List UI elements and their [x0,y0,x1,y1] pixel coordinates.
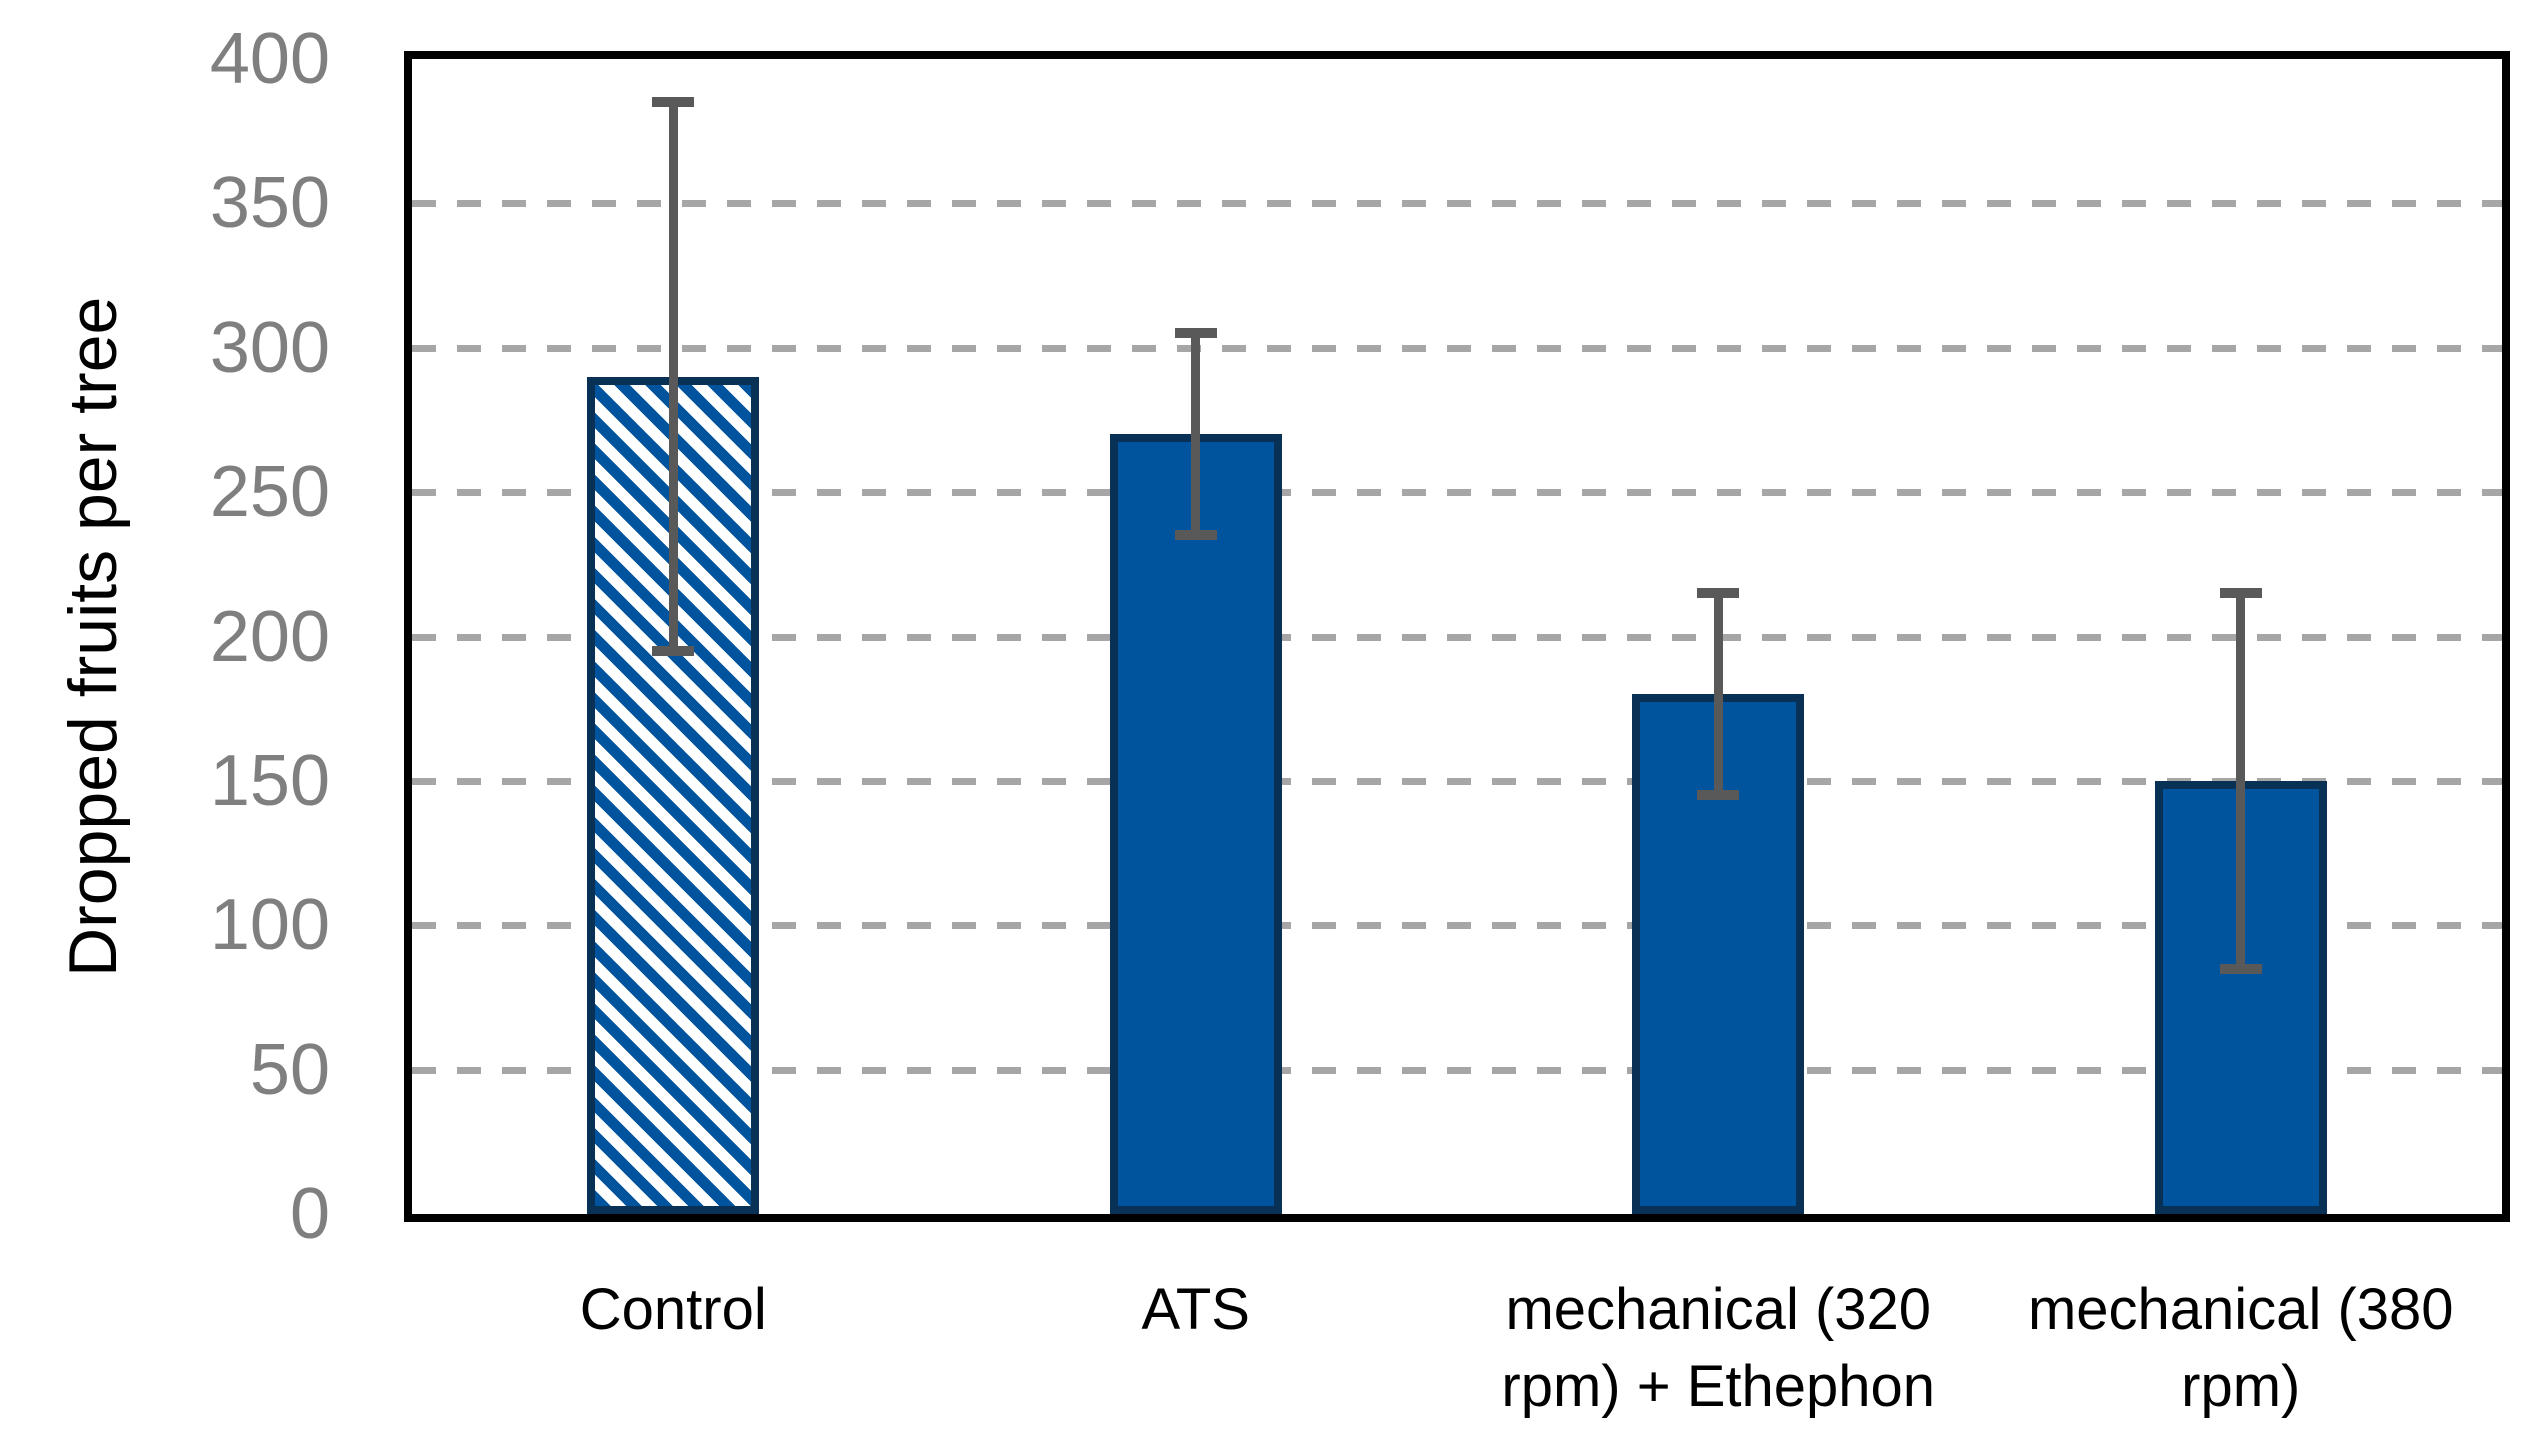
error-bar-cap [652,645,695,656]
y-tick-label-50: 50 [249,1029,330,1110]
plot-area [404,51,2510,1222]
error-bar [668,102,678,651]
y-tick-label-200: 200 [209,596,330,677]
bar-ats [1109,434,1282,1214]
error-bar-cap [1174,328,1217,339]
x-category-label-3: mechanical (320 rpm) + Ethephon [1501,1277,1936,1419]
y-tick-label-350: 350 [209,163,330,244]
gridline-50 [412,1066,2502,1074]
gridline-150 [412,777,2502,785]
error-bar [1713,593,1723,796]
x-category-label-1: Control [579,1277,767,1342]
bar-control [587,376,760,1214]
error-bar [2236,593,2246,969]
error-bar-cap [1174,530,1217,541]
gridline-350 [412,200,2502,208]
error-bar-cap [2219,963,2262,974]
bar-mechanical-320-rpm-ethephon [1632,694,1805,1214]
x-category-label-4: mechanical (380 rpm) [2027,1277,2454,1419]
gridline-200 [412,633,2502,641]
error-bar [1191,333,1201,536]
y-tick-label-300: 300 [209,307,330,388]
x-category-label-2: ATS [1141,1277,1251,1342]
gridline-250 [412,489,2502,497]
error-bar-cap [1697,790,1740,801]
error-bar-cap [2219,588,2262,599]
error-bar-cap [652,97,695,108]
y-tick-label-150: 150 [209,740,330,821]
error-bar-cap [1697,588,1740,599]
y-tick-label-0: 0 [289,1174,330,1254]
y-tick-label-400: 400 [209,19,330,99]
y-tick-label-250: 250 [209,452,330,533]
gridline-100 [412,922,2502,930]
y-tick-label-100: 100 [209,885,330,966]
gridline-300 [412,344,2502,352]
